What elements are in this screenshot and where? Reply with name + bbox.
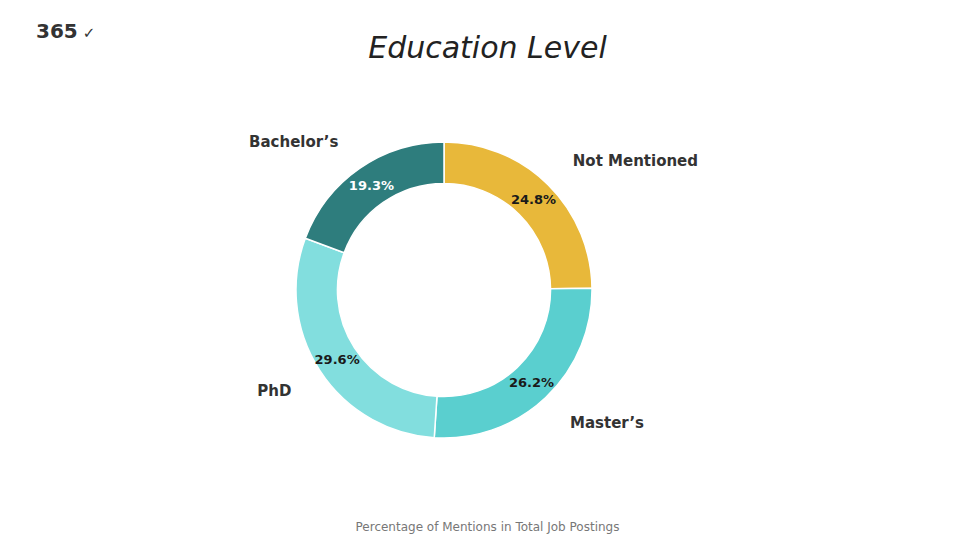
category-label: Not Mentioned bbox=[573, 152, 698, 170]
chart-svg: 365 ✓ Education Level Percentage of Mention… bbox=[0, 0, 975, 549]
slice bbox=[434, 288, 592, 438]
slice bbox=[296, 238, 437, 437]
pie-group bbox=[296, 142, 592, 438]
data-label: 26.2% bbox=[509, 375, 554, 390]
category-label: PhD bbox=[257, 382, 291, 400]
category-label: Master’s bbox=[570, 414, 644, 432]
subtitle: Percentage of Mentions in Total Job Post… bbox=[356, 520, 620, 534]
annotation: ✓ bbox=[83, 24, 96, 42]
annotation: 365 bbox=[36, 19, 78, 43]
title: Education Level bbox=[368, 30, 607, 65]
data-label: 29.6% bbox=[315, 352, 360, 367]
category-label: Bachelor’s bbox=[249, 133, 338, 151]
data-label: 19.3% bbox=[349, 178, 394, 193]
data-label: 24.8% bbox=[511, 192, 556, 207]
labels-group: 24.8% 26.2% 29.6% 19.3% Not Mentioned Master’… bbox=[249, 133, 698, 432]
slice bbox=[305, 142, 444, 253]
slice bbox=[444, 142, 592, 289]
